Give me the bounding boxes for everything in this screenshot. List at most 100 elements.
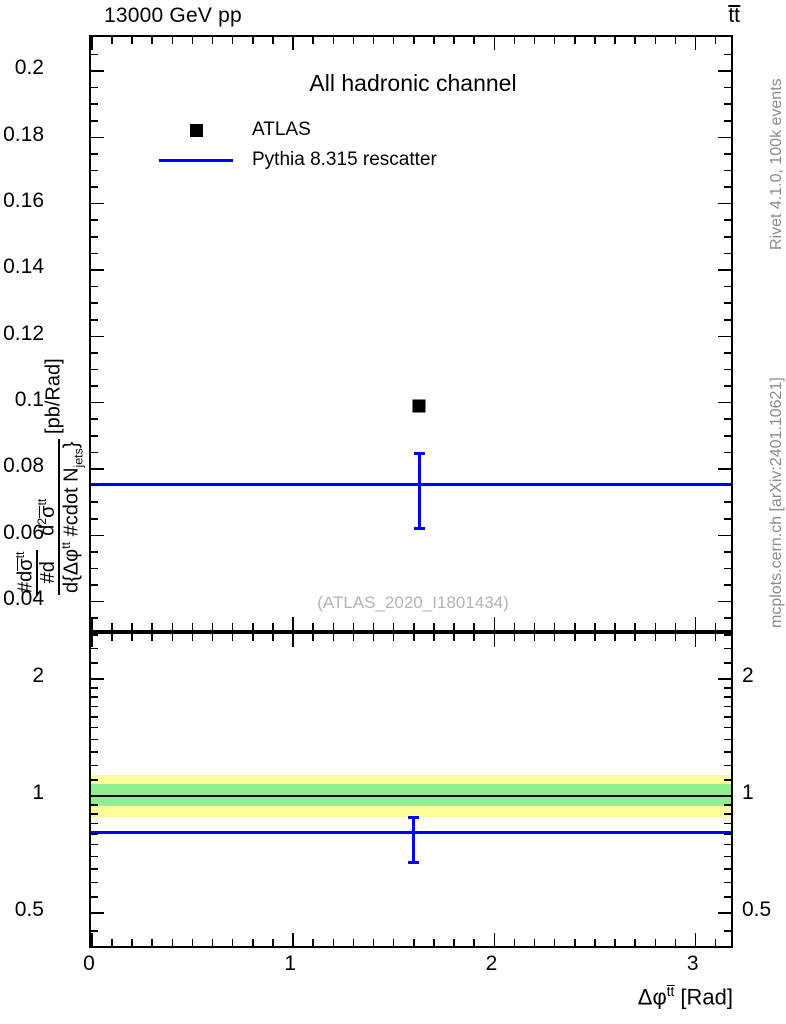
rivet-credit: Rivet 4.1.0, 100k events	[768, 78, 785, 250]
axis-tick	[91, 868, 98, 870]
main-y-tick-label: 0.2	[14, 56, 44, 80]
ratio-y-tick-label: 2	[742, 664, 754, 688]
axis-tick	[91, 153, 98, 155]
legend-entry-pythia: Pythia 8.315 rescatter	[148, 145, 437, 175]
axis-tick	[413, 37, 415, 44]
axis-tick	[91, 169, 98, 172]
axis-tick	[91, 715, 98, 718]
axis-tick	[372, 623, 375, 630]
axis-tick	[312, 939, 314, 946]
axis-tick	[91, 451, 98, 454]
axis-tick	[91, 678, 104, 680]
axis-tick	[91, 186, 98, 188]
axis-tick	[91, 119, 98, 122]
axis-tick	[91, 385, 98, 387]
axis-tick	[724, 517, 731, 520]
axis-tick	[634, 634, 636, 641]
beam-energy-label: 13000 GeV pp	[104, 4, 242, 27]
axis-tick	[231, 623, 234, 630]
axis-tick	[724, 647, 731, 650]
axis-tick	[91, 236, 98, 238]
axis-tick	[91, 269, 104, 271]
axis-tick	[724, 726, 731, 729]
axis-tick	[91, 662, 98, 664]
axis-tick	[724, 662, 731, 664]
axis-tick	[91, 401, 104, 404]
axis-tick	[332, 623, 335, 630]
axis-tick	[473, 939, 475, 946]
axis-tick	[724, 186, 731, 188]
axis-tick	[111, 634, 113, 641]
ratio-errorbar-vertical	[411, 816, 415, 863]
axis-tick	[272, 623, 274, 630]
axis-tick	[718, 136, 731, 139]
mc-line-pythia	[91, 483, 731, 486]
axis-tick	[724, 252, 731, 255]
axis-tick	[352, 939, 355, 946]
main-y-tick-label: 0.04	[3, 586, 44, 610]
axis-tick	[111, 623, 113, 630]
mc-errorbar-vertical	[418, 453, 421, 529]
axis-tick	[111, 37, 113, 44]
axis-tick	[252, 37, 254, 44]
axis-tick	[724, 617, 731, 619]
axis-tick	[724, 751, 731, 753]
axis-tick	[724, 715, 731, 718]
axis-tick	[594, 634, 596, 641]
axis-tick	[392, 939, 395, 946]
axis-tick	[718, 202, 731, 205]
axis-tick	[553, 634, 556, 641]
axis-tick	[574, 37, 576, 44]
x-tick-label: 0	[83, 952, 95, 975]
axis-tick	[493, 933, 496, 946]
axis-tick	[91, 738, 98, 741]
axis-tick	[131, 939, 133, 946]
axis-tick	[714, 623, 717, 630]
axis-tick	[433, 634, 435, 641]
axis-tick	[574, 939, 576, 946]
axis-tick	[211, 939, 214, 946]
axis-tick	[91, 368, 98, 371]
ratio-y-tick-label: 2	[32, 664, 44, 688]
axis-tick	[392, 623, 395, 630]
ratio-errorbar-cap-bottom	[407, 860, 419, 864]
axis-tick	[594, 939, 596, 946]
axis-tick	[191, 634, 194, 641]
axis-tick	[211, 634, 214, 641]
axis-tick	[724, 696, 731, 698]
axis-tick	[634, 37, 636, 44]
axis-tick	[724, 484, 731, 487]
axis-tick	[91, 726, 98, 729]
axis-tick	[91, 202, 104, 205]
ratio-y-tick-label: 0.5	[742, 898, 772, 922]
axis-tick	[724, 567, 731, 570]
axis-tick	[724, 285, 731, 288]
channel-title: All hadronic channel	[309, 70, 517, 96]
main-plot-panel: All hadronic channel (ATLAS_2020_I180143…	[89, 35, 733, 632]
axis-tick	[171, 623, 174, 630]
axis-tick	[111, 939, 113, 946]
axis-tick	[91, 285, 98, 288]
axis-tick	[91, 534, 104, 537]
main-y-tick-label: 0.14	[3, 255, 44, 279]
axis-tick	[724, 634, 731, 636]
axis-tick	[473, 623, 475, 630]
axis-tick	[292, 617, 294, 630]
process-label: tt	[728, 4, 740, 27]
axis-tick	[724, 368, 731, 371]
axis-tick	[91, 843, 98, 846]
axis-tick	[91, 933, 93, 946]
axis-tick	[724, 813, 731, 815]
axis-tick	[694, 634, 697, 647]
main-plot-area	[91, 37, 731, 630]
axis-tick	[724, 385, 731, 387]
axis-tick	[654, 634, 657, 641]
axis-tick	[718, 600, 731, 603]
ratio-plot-panel	[89, 632, 733, 948]
axis-tick	[654, 37, 657, 44]
axis-tick	[724, 53, 731, 56]
ratio-errorbar-cap-top	[407, 815, 419, 819]
axis-tick	[694, 617, 697, 630]
axis-tick	[533, 939, 536, 946]
axis-tick	[724, 551, 731, 553]
